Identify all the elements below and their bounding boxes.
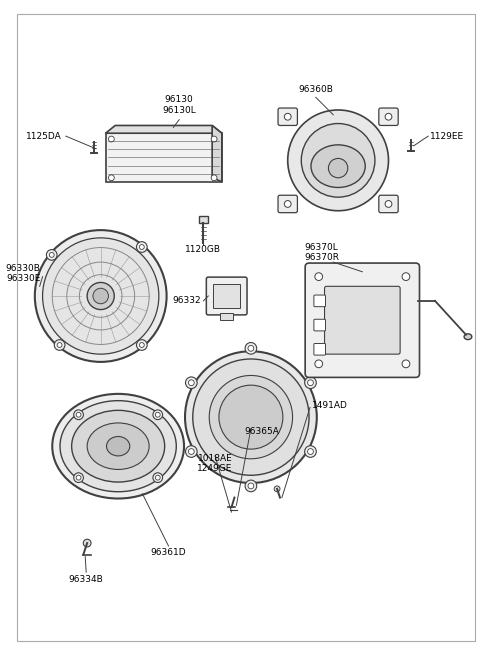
Circle shape bbox=[185, 377, 197, 388]
Circle shape bbox=[305, 445, 316, 457]
Circle shape bbox=[305, 377, 316, 388]
Circle shape bbox=[139, 244, 144, 250]
Text: 1125DA: 1125DA bbox=[26, 132, 62, 141]
Circle shape bbox=[35, 230, 167, 362]
Text: 96365A: 96365A bbox=[244, 427, 279, 436]
Circle shape bbox=[209, 375, 293, 458]
FancyBboxPatch shape bbox=[314, 295, 325, 307]
FancyBboxPatch shape bbox=[379, 108, 398, 126]
Ellipse shape bbox=[87, 423, 149, 470]
Circle shape bbox=[185, 445, 197, 457]
Circle shape bbox=[108, 175, 114, 181]
Circle shape bbox=[301, 124, 375, 197]
Text: 96334B: 96334B bbox=[69, 576, 104, 584]
Circle shape bbox=[211, 175, 217, 181]
Circle shape bbox=[402, 272, 410, 280]
Circle shape bbox=[136, 340, 147, 350]
Circle shape bbox=[248, 483, 254, 489]
Text: 96361D: 96361D bbox=[151, 548, 186, 557]
Text: 96130
96130L: 96130 96130L bbox=[162, 96, 196, 115]
Circle shape bbox=[402, 360, 410, 367]
Circle shape bbox=[211, 136, 217, 142]
Text: 1120GB: 1120GB bbox=[185, 245, 221, 254]
Text: 96370L
96370R: 96370L 96370R bbox=[304, 243, 339, 262]
Circle shape bbox=[76, 476, 81, 480]
Circle shape bbox=[189, 380, 194, 386]
FancyBboxPatch shape bbox=[220, 313, 233, 320]
Circle shape bbox=[47, 250, 57, 260]
FancyBboxPatch shape bbox=[314, 319, 325, 331]
Circle shape bbox=[74, 410, 84, 420]
Ellipse shape bbox=[107, 436, 130, 456]
Text: 96330B
96330E: 96330B 96330E bbox=[6, 264, 41, 284]
Circle shape bbox=[189, 449, 194, 455]
Text: 96332: 96332 bbox=[173, 296, 202, 305]
Circle shape bbox=[308, 380, 313, 386]
FancyBboxPatch shape bbox=[278, 108, 298, 126]
Circle shape bbox=[49, 252, 54, 257]
Circle shape bbox=[284, 200, 291, 208]
Circle shape bbox=[136, 242, 147, 252]
Ellipse shape bbox=[60, 401, 176, 492]
Circle shape bbox=[193, 359, 309, 476]
Circle shape bbox=[156, 476, 160, 480]
Ellipse shape bbox=[72, 410, 165, 482]
Circle shape bbox=[93, 288, 108, 304]
Circle shape bbox=[385, 113, 392, 120]
Circle shape bbox=[54, 340, 65, 350]
Circle shape bbox=[185, 351, 317, 483]
Circle shape bbox=[57, 343, 62, 347]
FancyBboxPatch shape bbox=[379, 195, 398, 213]
FancyBboxPatch shape bbox=[278, 195, 298, 213]
Circle shape bbox=[328, 159, 348, 178]
Polygon shape bbox=[212, 126, 222, 181]
Circle shape bbox=[219, 385, 283, 449]
Circle shape bbox=[248, 345, 254, 351]
Text: 1129EE: 1129EE bbox=[430, 132, 464, 141]
Polygon shape bbox=[106, 126, 222, 133]
Ellipse shape bbox=[52, 394, 184, 498]
Circle shape bbox=[245, 343, 257, 354]
Circle shape bbox=[315, 272, 323, 280]
FancyBboxPatch shape bbox=[324, 286, 400, 354]
FancyBboxPatch shape bbox=[199, 215, 208, 223]
FancyBboxPatch shape bbox=[305, 263, 420, 377]
Text: 96360B: 96360B bbox=[299, 85, 333, 94]
Circle shape bbox=[385, 200, 392, 208]
Circle shape bbox=[245, 480, 257, 492]
Text: 1491AD: 1491AD bbox=[312, 401, 348, 410]
FancyBboxPatch shape bbox=[213, 284, 240, 308]
Ellipse shape bbox=[311, 145, 365, 187]
Circle shape bbox=[76, 413, 81, 417]
Circle shape bbox=[83, 539, 91, 547]
Circle shape bbox=[153, 473, 163, 483]
Circle shape bbox=[43, 238, 159, 354]
Circle shape bbox=[108, 136, 114, 142]
Text: 1018AE
1249GE: 1018AE 1249GE bbox=[197, 454, 233, 474]
Circle shape bbox=[315, 360, 323, 367]
Circle shape bbox=[156, 413, 160, 417]
Ellipse shape bbox=[464, 334, 472, 339]
Circle shape bbox=[284, 113, 291, 120]
Circle shape bbox=[308, 449, 313, 455]
Circle shape bbox=[274, 486, 280, 492]
Circle shape bbox=[87, 282, 114, 310]
Circle shape bbox=[288, 110, 388, 211]
FancyBboxPatch shape bbox=[106, 133, 222, 181]
Circle shape bbox=[139, 343, 144, 347]
Circle shape bbox=[153, 410, 163, 420]
FancyBboxPatch shape bbox=[314, 343, 325, 355]
FancyBboxPatch shape bbox=[206, 277, 247, 315]
Circle shape bbox=[74, 473, 84, 483]
